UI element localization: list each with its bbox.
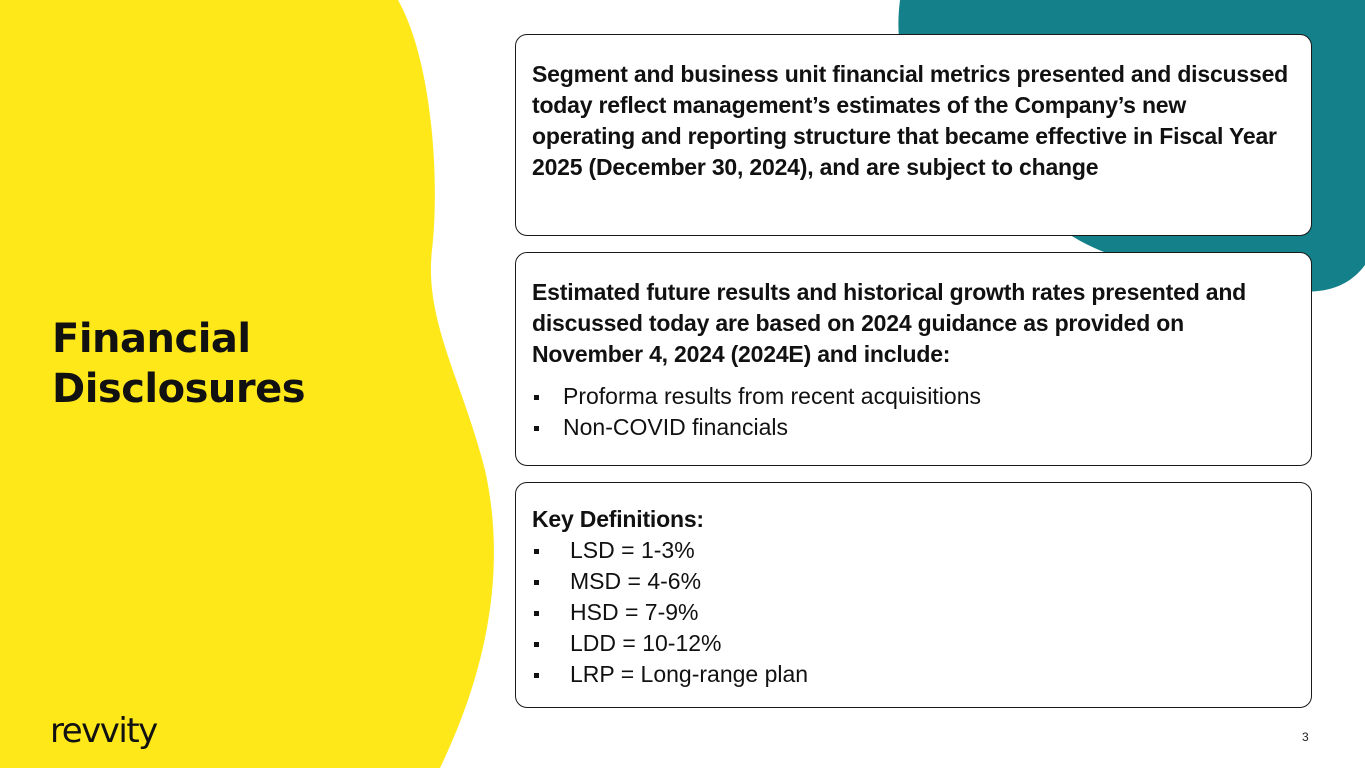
list-item-text: LRP = Long-range plan (570, 661, 809, 687)
list-item: LDD = 10-12% (532, 628, 1295, 659)
list-item: Proforma results from recent acquisition… (532, 381, 1295, 412)
key-definitions-heading: Key Definitions: (532, 506, 704, 532)
bullet-square-icon (534, 549, 539, 554)
bullet-square-icon (534, 395, 539, 400)
revvity-logo: revvity (50, 712, 160, 751)
page-title-line-1: Financial (52, 316, 251, 362)
key-definitions-card: Key Definitions: LSD = 1-3% MSD = 4-6% H… (515, 482, 1312, 708)
bullet-square-icon (534, 611, 539, 616)
list-item-text: MSD = 4-6% (570, 568, 702, 594)
list-item-text: Non-COVID financials (563, 414, 788, 440)
bullet-square-icon (534, 580, 539, 585)
list-item: MSD = 4-6% (532, 566, 1295, 597)
list-item: HSD = 7-9% (532, 597, 1295, 628)
list-item: Non-COVID financials (532, 412, 1295, 443)
definitions-bullet-list: LSD = 1-3% MSD = 4-6% HSD = 7-9% LDD = 1… (532, 535, 1295, 690)
page-number: 3 (1302, 730, 1309, 744)
bullet-square-icon (534, 642, 539, 647)
list-item-text: HSD = 7-9% (570, 599, 699, 625)
yellow-blob-shape (0, 0, 494, 768)
list-item-text: LDD = 10-12% (570, 630, 722, 656)
list-item-text: Proforma results from recent acquisition… (563, 383, 981, 409)
page-title-line-2: Disclosures (52, 366, 306, 412)
segment-metrics-card: Segment and business unit financial metr… (515, 34, 1312, 236)
segment-metrics-text: Segment and business unit financial metr… (532, 61, 1289, 180)
list-item: LRP = Long-range plan (532, 659, 1295, 690)
list-item: LSD = 1-3% (532, 535, 1295, 566)
guidance-card: Estimated future results and historical … (515, 252, 1312, 466)
bullet-square-icon (534, 673, 539, 678)
bullet-square-icon (534, 426, 539, 431)
svg-text:revvity: revvity (50, 712, 158, 751)
guidance-text: Estimated future results and historical … (532, 279, 1247, 367)
page-title: Financial Disclosures (52, 314, 306, 414)
guidance-bullet-list: Proforma results from recent acquisition… (532, 381, 1295, 443)
list-item-text: LSD = 1-3% (570, 537, 695, 563)
